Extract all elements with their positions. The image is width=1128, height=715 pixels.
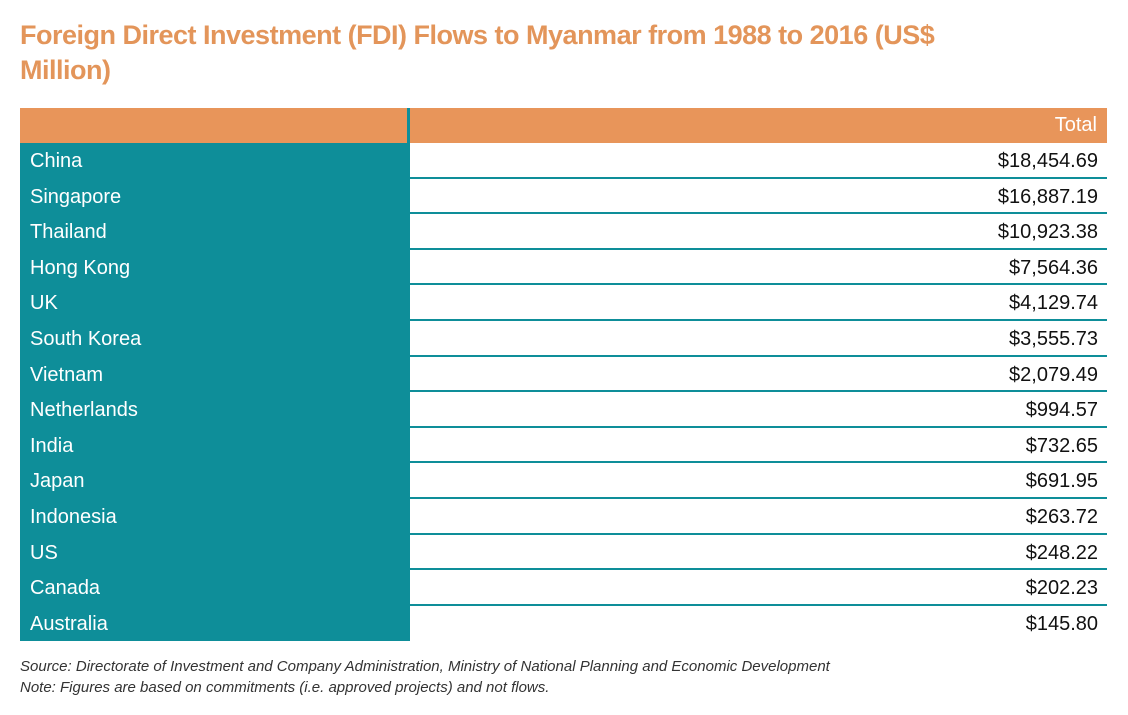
figures-note: Note: Figures are based on commitments (…	[20, 679, 550, 696]
country-cell: Singapore	[20, 178, 410, 215]
table-header: Total	[20, 108, 1107, 143]
total-cell: $18,454.69	[997, 150, 1098, 172]
country-cell: UK	[20, 285, 410, 321]
total-cell: $732.65	[1025, 434, 1098, 457]
country-cell: Japan	[20, 463, 410, 499]
fdi-table: Total China $18,454.69 Singapore $16,887.19…	[20, 108, 1107, 642]
total-cell: $202.23	[1025, 577, 1098, 600]
country-cell: Australia	[20, 605, 410, 642]
row-separator	[410, 247, 1107, 250]
row-separator	[410, 425, 1107, 428]
total-cell: $7,564.36	[1009, 256, 1098, 279]
total-cell: $3,555.73	[1009, 327, 1098, 350]
table-row: US $248.22	[20, 534, 1107, 571]
table-row: India $732.65	[20, 427, 1107, 464]
total-cell: $2,079.49	[1009, 363, 1098, 386]
table-row: Vietnam $2,079.49	[20, 356, 1107, 393]
header-divider	[407, 108, 410, 143]
row-separator	[410, 283, 1107, 286]
total-cell: $994.57	[1025, 399, 1098, 422]
row-separator	[410, 496, 1107, 499]
row-separator	[410, 318, 1107, 321]
country-cell: South Korea	[20, 320, 410, 357]
table-row: Netherlands $994.57	[20, 392, 1107, 428]
table-row: Hong Kong $7,564.36	[20, 249, 1107, 286]
row-separator	[410, 354, 1107, 357]
country-cell: Netherlands	[20, 392, 410, 428]
country-cell: Vietnam	[20, 356, 410, 393]
chart-title: Foreign Direct Investment (FDI) Flows to…	[20, 20, 935, 85]
row-separator	[410, 568, 1107, 571]
total-cell: $4,129.74	[1009, 292, 1098, 315]
total-cell: $145.80	[1025, 612, 1098, 635]
country-cell: Canada	[20, 570, 410, 606]
table-row: Canada $202.23	[20, 570, 1107, 606]
table-row: South Korea $3,555.73	[20, 320, 1107, 357]
table-row: Thailand $10,923.38	[20, 214, 1107, 250]
row-separator	[410, 603, 1107, 606]
total-cell: $16,887.19	[997, 185, 1098, 208]
total-cell: $248.22	[1025, 541, 1098, 564]
country-cell: China	[20, 143, 410, 179]
table-row: China $18,454.69	[20, 143, 1107, 179]
footnotes: Source: Directorate of Investment and Co…	[20, 656, 1100, 698]
country-cell: India	[20, 427, 410, 464]
source-note: Source: Directorate of Investment and Co…	[20, 658, 830, 675]
table-row: Singapore $16,887.19	[20, 178, 1107, 215]
total-cell: $691.95	[1025, 470, 1098, 493]
row-separator	[410, 390, 1107, 393]
total-cell: $263.72	[1025, 505, 1098, 528]
table-row: Australia $145.80	[20, 605, 1107, 642]
row-separator	[410, 532, 1107, 535]
row-separator	[410, 461, 1107, 464]
country-cell: US	[20, 534, 410, 571]
row-separator	[410, 212, 1107, 215]
country-cell: Hong Kong	[20, 249, 410, 286]
row-separator	[410, 176, 1107, 179]
total-cell: $10,923.38	[997, 221, 1098, 244]
table-row: Indonesia $263.72	[20, 498, 1107, 535]
table-row: UK $4,129.74	[20, 285, 1107, 321]
country-cell: Indonesia	[20, 498, 410, 535]
table-row: Japan $691.95	[20, 463, 1107, 499]
column-header-total: Total	[1054, 114, 1097, 136]
country-cell: Thailand	[20, 214, 410, 250]
table-body: China $18,454.69 Singapore $16,887.19 Thaila…	[20, 143, 1107, 642]
